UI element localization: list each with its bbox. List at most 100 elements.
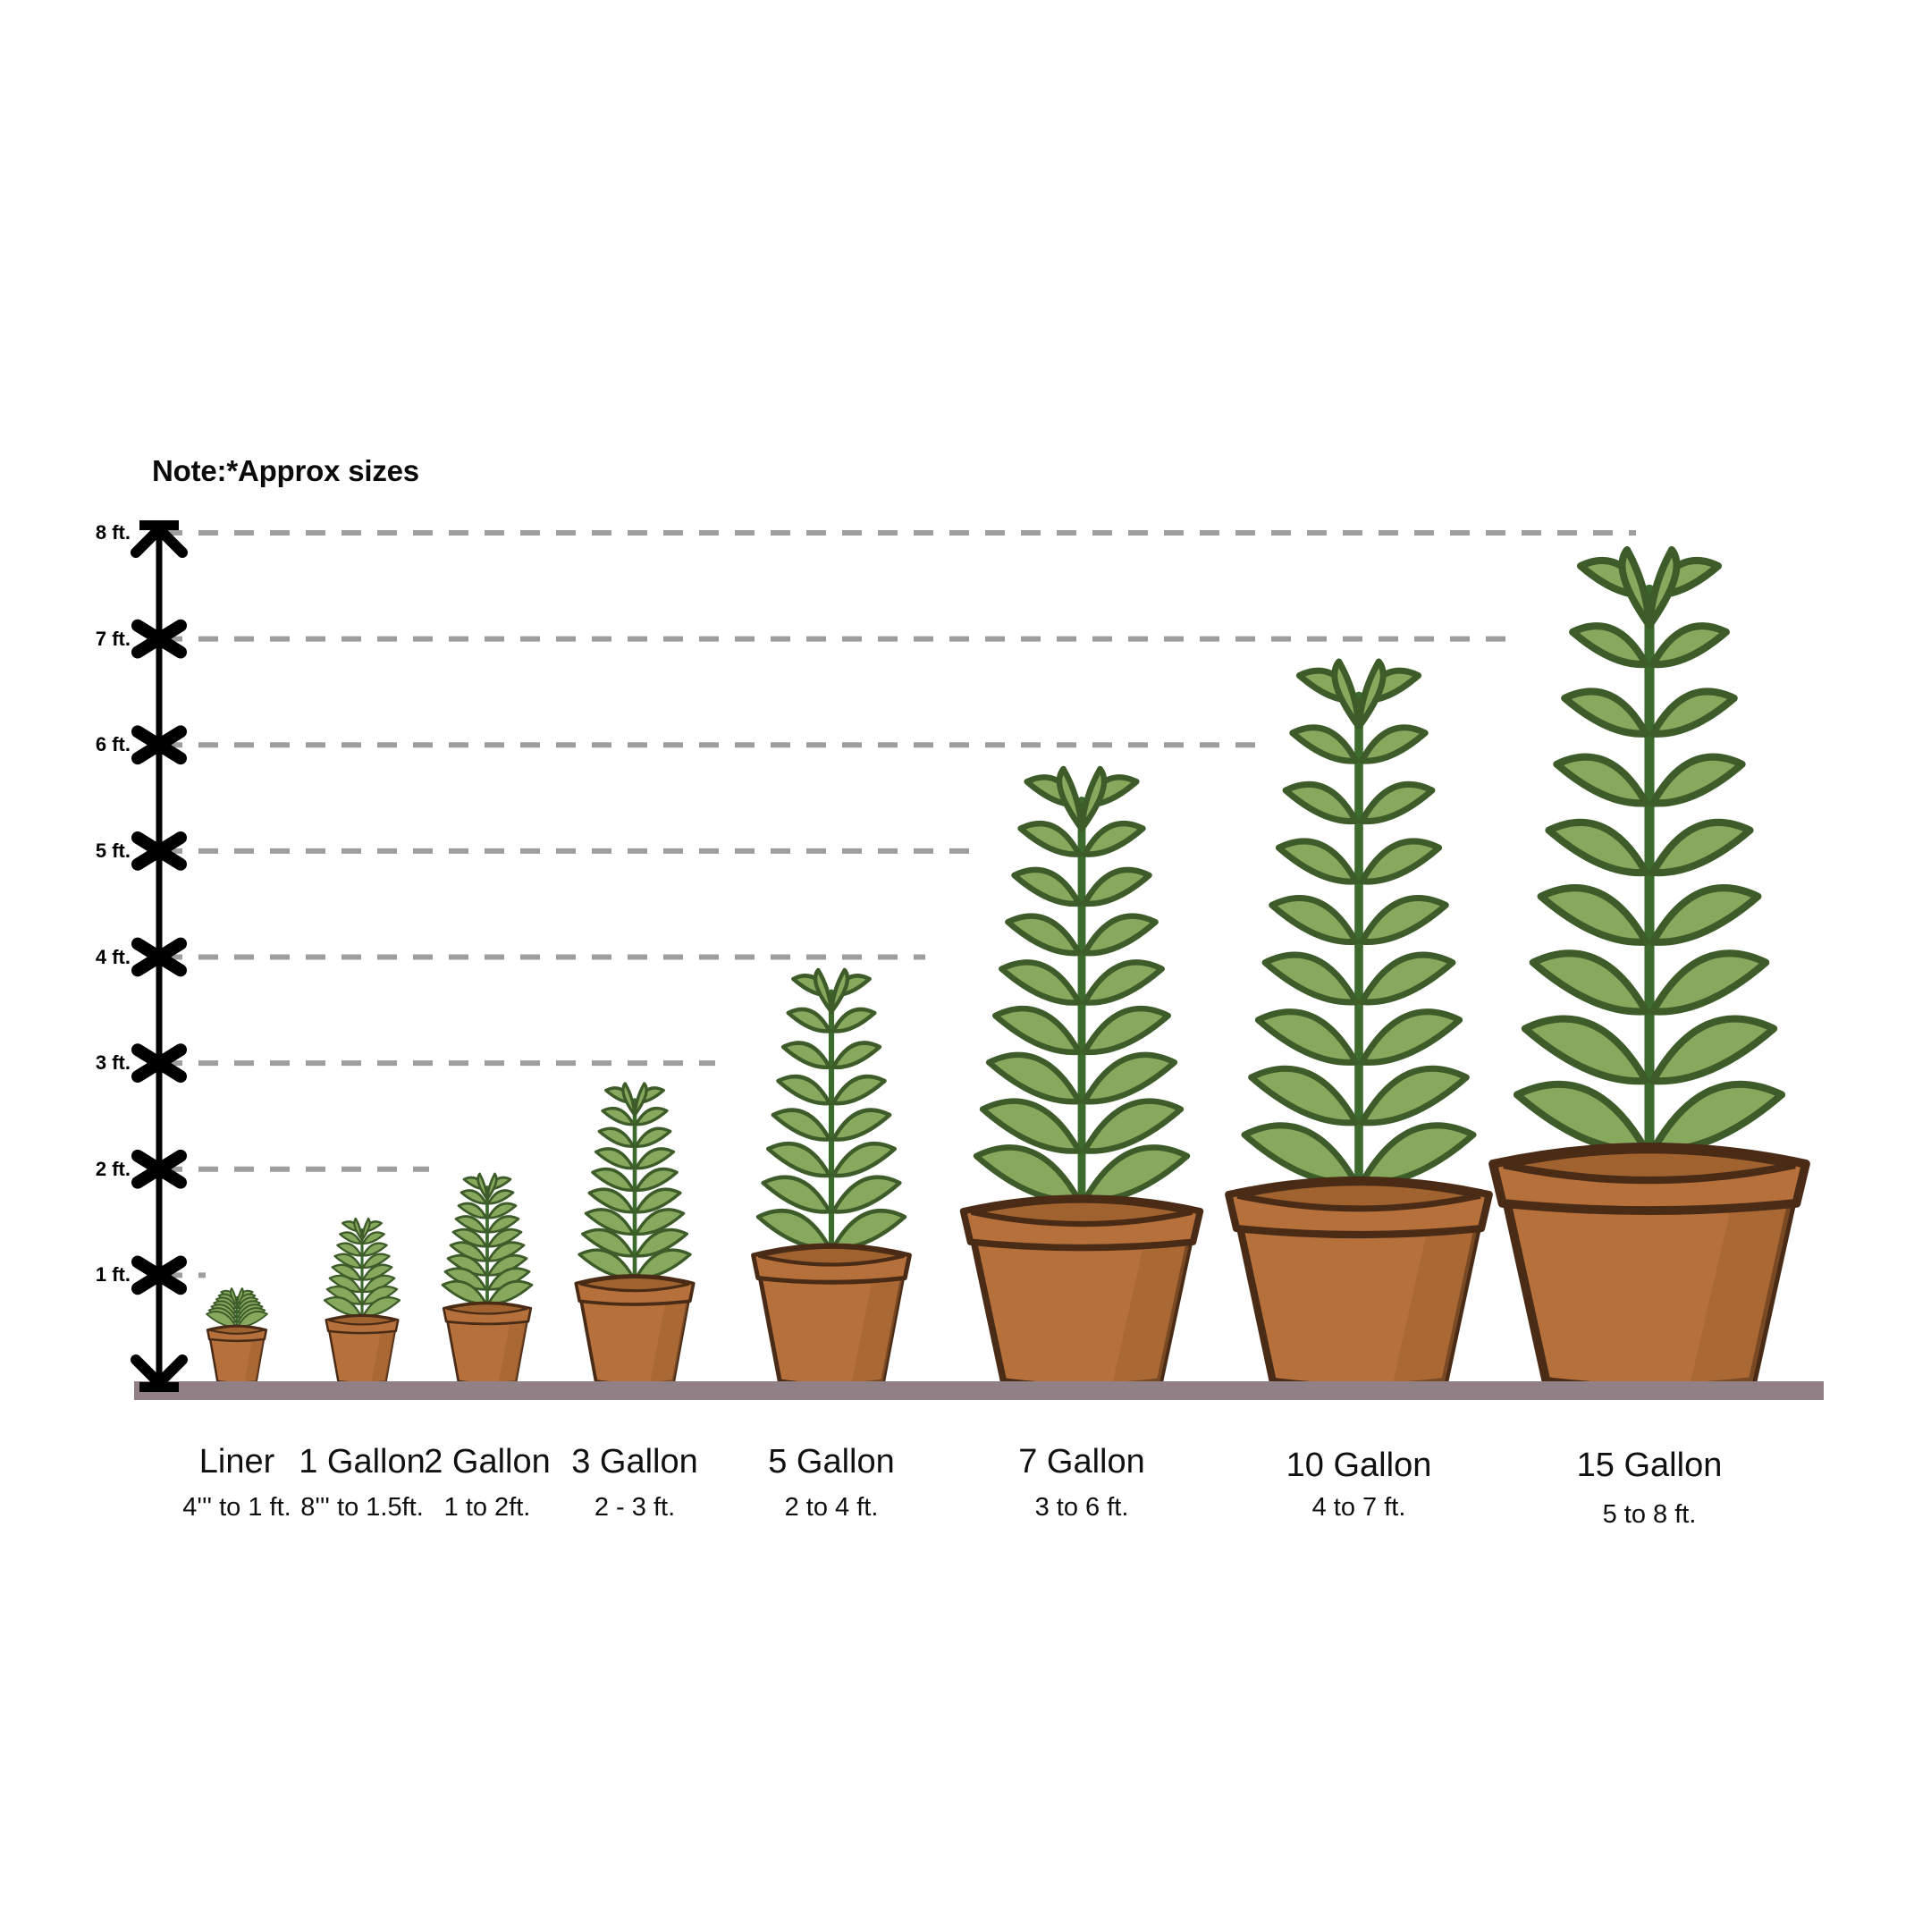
- leaf: [1081, 1144, 1191, 1204]
- axis-tick-5ft: [131, 831, 187, 871]
- pot-body-shade: [1393, 1228, 1478, 1381]
- leaf: [1081, 1051, 1178, 1105]
- axis-top-cap: [139, 520, 179, 530]
- leaf: [1282, 780, 1360, 825]
- leaf: [486, 1189, 515, 1205]
- axis-tick-1ft: [131, 1255, 187, 1295]
- leaf: [1649, 818, 1754, 877]
- category-range-2-gallon: 1 to 2ft.: [443, 1493, 531, 1522]
- pot-body-shade: [1113, 1242, 1190, 1381]
- plant-foliage: [1241, 658, 1477, 1202]
- plant-group-3-gallon: [574, 1274, 696, 1387]
- leaf: [1537, 884, 1650, 946]
- leaf: [584, 1208, 636, 1236]
- leaf: [1358, 1065, 1470, 1126]
- leaf: [1569, 622, 1650, 669]
- axis-label-4ft: 4 ft.: [95, 945, 131, 968]
- leaf: [634, 1106, 669, 1126]
- category-range-3-gallon: 2 - 3 ft.: [594, 1493, 676, 1522]
- leaf-apex: [353, 1217, 364, 1242]
- leaf: [634, 1167, 679, 1192]
- leaf: [1081, 866, 1152, 907]
- axis-arrow-top: [131, 524, 188, 558]
- ground-bar: [134, 1381, 1824, 1400]
- category-range-15-gallon: 5 to 8 ft.: [1602, 1500, 1697, 1529]
- category-range-7-gallon: 3 to 6 ft.: [1034, 1493, 1129, 1522]
- leaf: [1017, 820, 1083, 857]
- axis-tick-6ft: [131, 725, 187, 765]
- leaf-apex: [829, 967, 850, 1015]
- leaf: [634, 1187, 682, 1214]
- leaf: [460, 1189, 488, 1205]
- leaf: [1358, 838, 1443, 885]
- plant-foliage: [323, 1217, 401, 1322]
- leaf: [581, 1228, 636, 1258]
- leaf: [1081, 1098, 1185, 1154]
- leaf-apex: [1355, 658, 1387, 730]
- plant-foliage: [755, 967, 907, 1260]
- leaf: [1553, 753, 1650, 807]
- pot-opening: [579, 1275, 690, 1293]
- leaf: [1081, 1006, 1172, 1056]
- leaf: [831, 1141, 898, 1178]
- plant-group-1-gallon: [325, 1313, 400, 1385]
- leaf: [1011, 866, 1083, 907]
- y-axis: [131, 520, 188, 1392]
- leaf: [1358, 1008, 1463, 1066]
- leaf: [831, 1041, 882, 1070]
- category-name-3-gallon: 3 Gallon: [571, 1443, 698, 1481]
- category-range-10-gallon: 4 to 7 ft.: [1311, 1493, 1406, 1522]
- leaf: [454, 1215, 488, 1234]
- leaf: [1358, 780, 1436, 825]
- leaf: [634, 1208, 686, 1236]
- pot-opening: [206, 1325, 268, 1335]
- leaf: [449, 1241, 488, 1262]
- leaf: [1513, 1080, 1650, 1154]
- leaf: [601, 1106, 636, 1126]
- leaf: [1269, 895, 1360, 946]
- leaf: [786, 1007, 832, 1033]
- leaf: [1649, 949, 1770, 1016]
- axis-label-3ft: 3 ft.: [95, 1051, 131, 1075]
- leaf: [331, 1263, 363, 1281]
- leaf: [973, 1144, 1083, 1204]
- leaf: [1649, 753, 1746, 807]
- category-range-5-gallon: 2 to 4 ft.: [784, 1493, 879, 1522]
- pot-opening: [971, 1197, 1193, 1228]
- axis-label-5ft: 5 ft.: [95, 839, 131, 862]
- leaf: [1081, 820, 1146, 857]
- leaf: [755, 1209, 832, 1251]
- leaf: [1545, 818, 1650, 877]
- leaf: [451, 1228, 488, 1248]
- leaf: [1358, 1122, 1477, 1186]
- pot-body-shade: [852, 1278, 903, 1381]
- plant-foliage: [441, 1172, 534, 1312]
- leaf: [634, 1228, 688, 1258]
- pot-opening: [328, 1314, 396, 1326]
- leaf: [486, 1215, 520, 1234]
- category-name-15-gallon: 15 Gallon: [1576, 1447, 1723, 1484]
- plant-foliage: [973, 765, 1191, 1218]
- axis-label-8ft: 8 ft.: [95, 521, 131, 544]
- leaf: [333, 1253, 363, 1270]
- plants-layer: [206, 545, 1810, 1393]
- category-name-5-gallon: 5 Gallon: [768, 1443, 895, 1481]
- leaf: [831, 1074, 887, 1106]
- pot-body-shade: [371, 1330, 395, 1381]
- leaf: [594, 1147, 636, 1170]
- axis-tick-3ft: [131, 1043, 187, 1084]
- leaf: [1241, 1122, 1360, 1186]
- leaf: [1649, 1080, 1786, 1154]
- leaf: [1649, 884, 1762, 946]
- leaf: [361, 1274, 396, 1294]
- leaf: [831, 1175, 902, 1214]
- leaf-apex: [476, 1172, 489, 1201]
- pot-body-shade: [498, 1321, 527, 1381]
- leaf: [361, 1231, 385, 1244]
- leaf: [1005, 913, 1083, 957]
- axis-label-1ft: 1 ft.: [95, 1263, 131, 1287]
- leaf: [1529, 949, 1650, 1016]
- leaf: [1521, 1015, 1650, 1085]
- leaf-apex: [1645, 545, 1681, 629]
- leaf: [634, 1147, 676, 1170]
